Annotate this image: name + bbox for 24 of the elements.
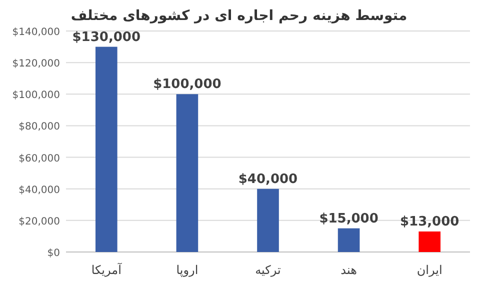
data-label: $130,000 xyxy=(72,30,141,45)
bar xyxy=(257,188,279,252)
y-tick-label: $140,000 xyxy=(12,27,60,38)
y-tick-label: $60,000 xyxy=(18,153,60,164)
y-tick-label: $120,000 xyxy=(12,58,60,70)
x-tick-label: آمریکا xyxy=(91,262,122,277)
y-tick-label: $40,000 xyxy=(18,184,60,196)
x-tick-label: ایران xyxy=(416,263,442,277)
bar xyxy=(176,94,198,252)
x-tick-label: ترکیه xyxy=(255,263,281,277)
bar xyxy=(418,231,441,252)
data-label: $15,000 xyxy=(319,211,378,226)
bar xyxy=(95,46,118,252)
y-tick-label: $100,000 xyxy=(12,90,60,102)
x-tick-label: هند xyxy=(340,263,357,277)
chart-title: متوسط هزینه رحم اجاره ای در کشورهای مختلف xyxy=(70,8,408,24)
x-tick-label: اروپا xyxy=(176,263,198,277)
y-tick-label: $0 xyxy=(47,248,60,259)
data-label: $40,000 xyxy=(238,172,298,187)
bar xyxy=(338,228,360,252)
data-label: $13,000 xyxy=(400,214,460,230)
y-tick-label: $20,000 xyxy=(18,216,60,228)
y-tick-label: $80,000 xyxy=(18,122,60,133)
data-label: $100,000 xyxy=(153,77,222,92)
